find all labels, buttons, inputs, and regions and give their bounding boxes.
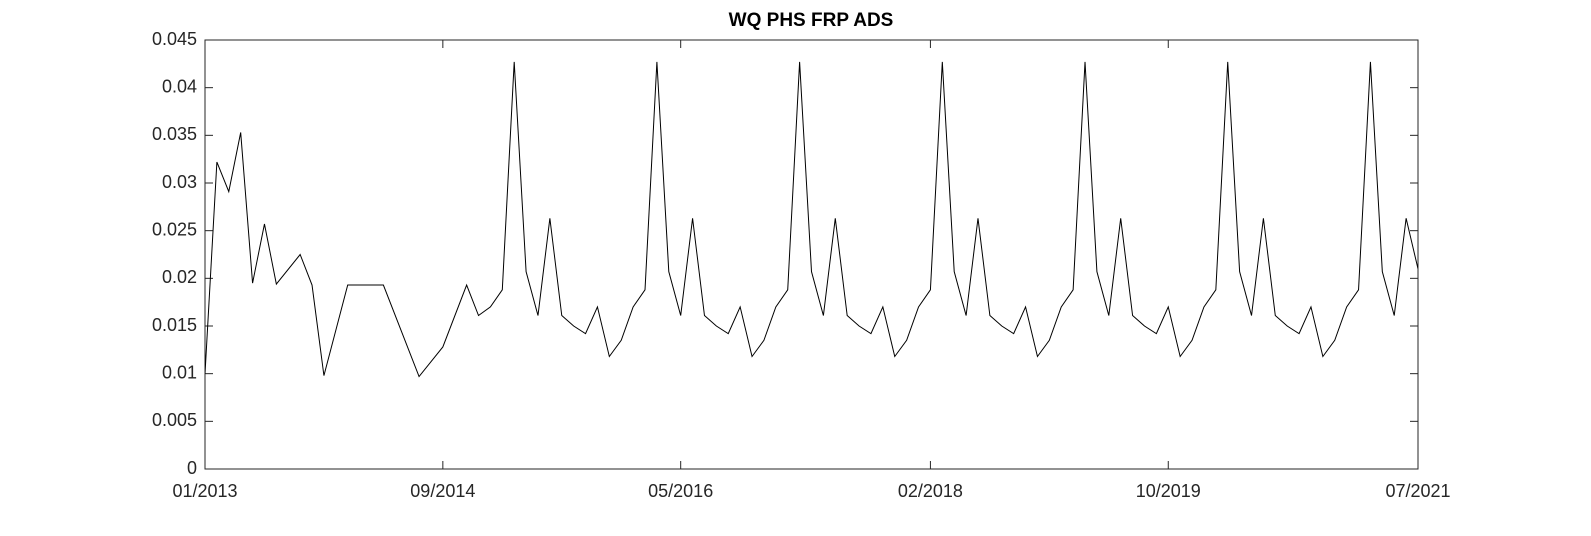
y-tick-label: 0.04 bbox=[162, 76, 197, 96]
y-tick-label: 0 bbox=[187, 458, 197, 478]
x-tick-label: 05/2016 bbox=[648, 481, 713, 501]
y-tick-label: 0.025 bbox=[152, 219, 197, 239]
y-tick-label: 0.035 bbox=[152, 124, 197, 144]
y-tick-label: 0.005 bbox=[152, 410, 197, 430]
x-tick-label: 07/2021 bbox=[1385, 481, 1450, 501]
x-tick-label: 02/2018 bbox=[898, 481, 963, 501]
y-tick-label: 0.015 bbox=[152, 315, 197, 335]
plot-area bbox=[204, 39, 1419, 470]
chart-title: WQ PHS FRP ADS bbox=[729, 10, 894, 31]
y-tick-label: 0.02 bbox=[162, 267, 197, 287]
x-tick-label: 01/2013 bbox=[172, 481, 237, 501]
y-tick-label: 0.01 bbox=[162, 362, 197, 382]
x-tick-label: 10/2019 bbox=[1136, 481, 1201, 501]
data-line bbox=[205, 61, 1418, 378]
y-tick-label: 0.045 bbox=[152, 29, 197, 49]
x-tick-label: 09/2014 bbox=[410, 481, 475, 501]
y-tick-label: 0.03 bbox=[162, 172, 197, 192]
